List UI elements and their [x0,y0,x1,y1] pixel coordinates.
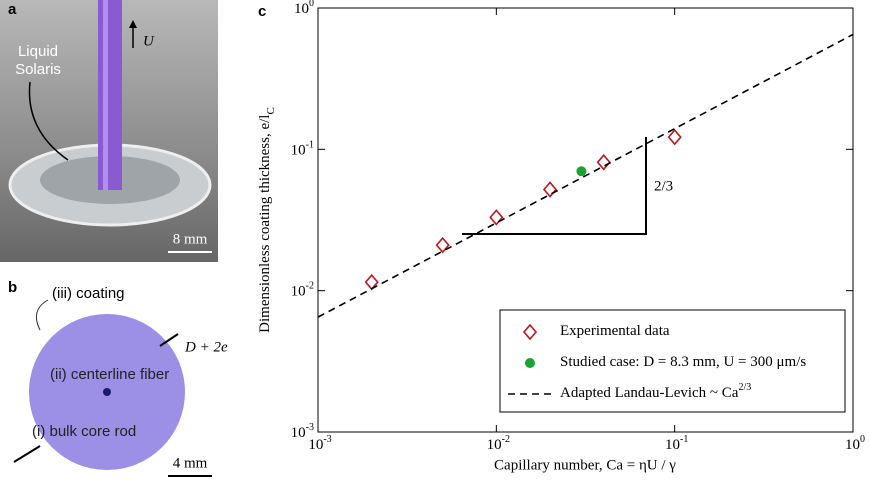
plot-area [317,33,854,318]
data-point [596,154,611,171]
data-point [667,128,682,146]
tick-base: 10 [291,284,306,300]
y-axis-label-text: Dimensionless coating thickness, e/l [257,115,273,333]
tick-base: 10 [291,425,306,441]
scale-label: 8 mm [173,231,208,247]
tick-exponent: -3 [306,422,314,433]
panel-label: a [8,1,17,18]
pointer [35,299,49,331]
fiber-label: (ii) centerline fiber [50,366,169,383]
legend-text: Experimental data [560,323,670,339]
tick-exponent: -2 [502,434,510,445]
arrow [159,333,179,347]
slope-triangle [462,137,647,235]
arrow [13,445,41,463]
rod-highlight [103,0,108,190]
rod [98,0,122,190]
tick-base: 10 [487,437,502,453]
tick-label: 10-1 [665,434,688,453]
tick-exponent: -3 [323,434,331,445]
slope-label: 2/3 [654,178,673,194]
tick-exponent: 0 [309,0,314,9]
pointer [28,81,69,161]
data-point [542,181,558,198]
velocity-label: U [143,33,155,49]
plot-frame [317,7,854,433]
data-point [435,236,450,254]
tick-exponent: -1 [306,140,314,151]
tick-label: 10-1 [291,140,314,159]
coating-label: (iii) coating [52,285,125,302]
panel-label: c [258,3,266,20]
tick-label: 10-2 [487,434,510,453]
scale-label: 4 mm [173,455,208,471]
tick-label: 10-2 [291,281,314,300]
y-axis-label: Dimensionless coating thickness, e/lC [257,107,276,333]
legend-label: Adapted Landau-Levich ~ Ca2/3 [560,382,751,401]
tick-base: 10 [308,437,323,453]
tick-label: 100 [845,434,865,453]
legend-label: Experimental data [560,323,670,339]
fit-line [317,33,854,318]
diameter-label: D + 2e [184,339,228,355]
tick-exponent: 0 [860,434,865,445]
x-axis-label: Capillary number, Ca = ηU / γ [494,457,676,473]
data-point [489,209,504,226]
tick-label: 10-3 [291,422,314,441]
liquid-label: Liquid [18,43,58,60]
tick-base: 10 [294,1,309,17]
y-axis-label-sub: C [265,107,277,114]
legend-text: Adapted Landau-Levich ~ Ca [560,385,739,401]
legend-marker [525,358,535,368]
legend-label: Studied case: D = 8.3 mm, U = 300 μm/s [560,354,806,370]
tick-label: 100 [294,0,314,17]
legend-text: Studied case: D = 8.3 mm, U = 300 μm/s [560,354,806,370]
tick-exponent: -2 [306,281,314,292]
arrow-head [129,20,137,28]
liquid-label: Solaris [15,61,61,78]
core-label: (i) bulk core rod [32,423,136,440]
panel-label: b [8,279,17,296]
legend-superscript: 2/3 [738,382,751,393]
tick-base: 10 [665,437,680,453]
fiber [103,388,111,396]
tick-exponent: -1 [680,434,688,445]
tick-base: 10 [845,437,860,453]
data-point [522,323,538,341]
tick-label: 10-3 [308,434,331,453]
tick-base: 10 [291,143,306,159]
legend [499,309,846,413]
data-point [576,166,587,177]
